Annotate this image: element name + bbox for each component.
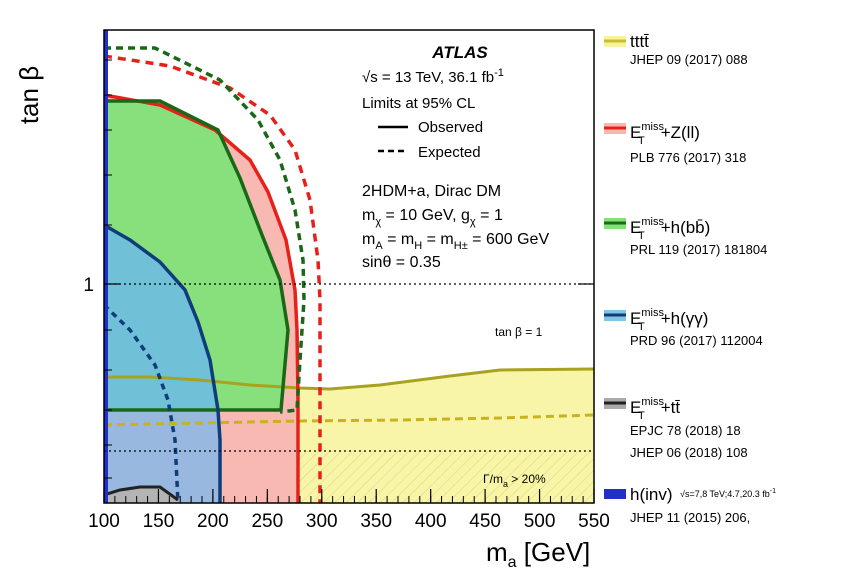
x-axis-title: ma [GeV]	[486, 537, 590, 571]
legend-entry-hbb: Emiss T +h(bb̄) PRL 119 (2017) 181804	[604, 216, 767, 257]
legend-entry-tttt: tttt̄ JHEP 09 (2017) 088	[604, 32, 748, 67]
svg-text:√s=7,8 TeV;4.7,20.3 fb-1: √s=7,8 TeV;4.7,20.3 fb-1	[680, 488, 776, 499]
tanb1-label: tan β = 1	[495, 325, 543, 339]
svg-text:h(inv): h(inv)	[630, 485, 673, 504]
legend-entry-ttbar: Emiss T +tt̄ EPJC 78 (2018) 18 JHEP 06 (20…	[604, 396, 748, 460]
model-line-2: mχ = 10 GeV, gχ = 1	[362, 207, 503, 228]
tttt-expected-line	[104, 413, 594, 427]
x-tick-label: 200	[197, 511, 229, 532]
legend-entry-zll: Emiss T +Z(ll) PLB 776 (2017) 318	[604, 121, 746, 165]
x-tick-label: 550	[578, 511, 610, 532]
y-axis-ticks: 1	[83, 59, 594, 479]
plot-regions	[104, 30, 594, 503]
svg-text:JHEP 11 (2015) 206,: JHEP 11 (2015) 206,	[630, 510, 750, 525]
expected-key-label: Expected	[418, 144, 481, 161]
x-tick-label: 250	[251, 511, 283, 532]
legend: tttt̄ JHEP 09 (2017) 088 Emiss T +Z(ll) PL…	[604, 32, 776, 525]
svg-text:PLB 776 (2017) 318: PLB 776 (2017) 318	[630, 150, 746, 165]
x-tick-label: 500	[524, 511, 556, 532]
y-axis-title: tan β	[14, 66, 44, 124]
zll-observed-line	[104, 93, 300, 503]
x-axis-ticks: 100 150 200 250 300 350 400 450 500 550	[88, 489, 610, 532]
x-tick-label: 150	[143, 511, 175, 532]
x-tick-label: 300	[306, 511, 338, 532]
hgg-region-lower	[104, 410, 220, 503]
svg-text:EPJC 78 (2018) 18: EPJC 78 (2018) 18	[630, 423, 741, 438]
svg-text:PRL 119 (2017) 181804: PRL 119 (2017) 181804	[630, 242, 767, 257]
hgg-observed-line	[104, 223, 222, 503]
svg-text:PRD 96 (2017) 112004: PRD 96 (2017) 112004	[630, 333, 763, 348]
x-tick-label: 350	[360, 511, 392, 532]
energy-label: √s = 13 TeV, 36.1 fb-1	[362, 67, 504, 86]
x-tick-label: 450	[469, 511, 501, 532]
experiment-label: ATLAS	[431, 43, 488, 62]
svg-text:JHEP 09 (2017) 088: JHEP 09 (2017) 088	[630, 52, 748, 67]
info-box: ATLAS √s = 13 TeV, 36.1 fb-1 Limits at 9…	[362, 43, 549, 489]
x-tick-label: 400	[415, 511, 447, 532]
model-line-3: mA = mH = mH± = 600 GeV	[362, 231, 549, 252]
x-tick-label: 100	[88, 511, 120, 532]
model-line-4: sinθ = 0.35	[362, 254, 441, 271]
hbb-observed-line	[104, 99, 290, 412]
tttt-observed-line	[104, 367, 594, 391]
ttbar-observed-line	[104, 485, 179, 502]
legend-entry-hgg: Emiss T +h(γγ) PRD 96 (2017) 112004	[604, 307, 763, 348]
model-line-1: 2HDM+a, Dirac DM	[362, 183, 501, 200]
observed-key-label: Observed	[418, 119, 483, 136]
plot-frame	[103, 29, 595, 504]
hbb-expected-line	[104, 46, 306, 414]
width-label: Γ/ma > 20%	[483, 472, 546, 489]
legend-entry-hinv: h(inv) √s=7,8 TeV;4.7,20.3 fb-1 JHEP 11 …	[604, 485, 776, 525]
cl-label: Limits at 95% CL	[362, 95, 475, 112]
svg-text:tttt̄: tttt̄	[630, 32, 649, 51]
y-tick-label: 1	[83, 275, 94, 296]
svg-text:JHEP 06 (2018) 108: JHEP 06 (2018) 108	[630, 445, 748, 460]
